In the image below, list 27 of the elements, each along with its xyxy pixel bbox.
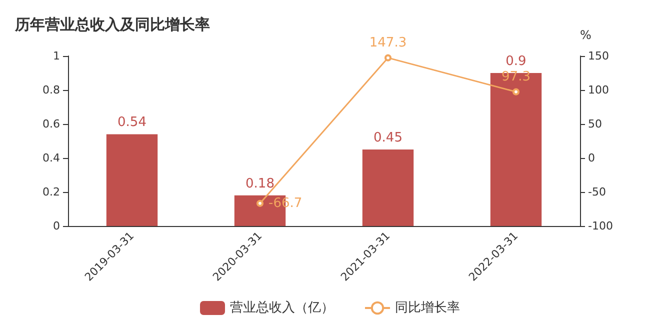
y-tick-label: 0.8 <box>42 84 60 96</box>
data-label: 0.54 <box>118 115 146 130</box>
y2-tick-label: 100 <box>588 84 609 96</box>
chart-title: 历年营业总收入及同比增长率 <box>14 16 210 34</box>
point <box>384 54 392 62</box>
y2-tick-label: 0 <box>588 152 595 164</box>
y-tick-label: 0 <box>53 220 60 232</box>
y2-tick-label: 150 <box>588 50 609 62</box>
bar <box>362 150 414 226</box>
y2-tick-label: 50 <box>588 118 602 130</box>
data-label: 0.18 <box>246 176 274 192</box>
data-label: 97.3 <box>502 69 530 84</box>
data-label: 0.9 <box>506 54 526 69</box>
legend-label: 营业总收入（亿） <box>230 300 334 316</box>
point <box>256 200 264 207</box>
y-tick-label: 0.4 <box>42 152 60 164</box>
data-label: 0.45 <box>374 130 402 146</box>
data-label: 147.3 <box>369 35 407 50</box>
y-tick-label: 0.2 <box>42 186 60 198</box>
y2-axis-title: % <box>580 28 592 42</box>
y2-tick-label: -50 <box>588 186 606 198</box>
y2-tick-label: -100 <box>588 220 613 232</box>
y-tick-label: 0.6 <box>42 118 60 130</box>
legend-label: 同比增长率 <box>395 300 460 316</box>
point <box>512 88 520 96</box>
bar <box>106 134 158 226</box>
y-tick-label: 1 <box>53 50 60 62</box>
